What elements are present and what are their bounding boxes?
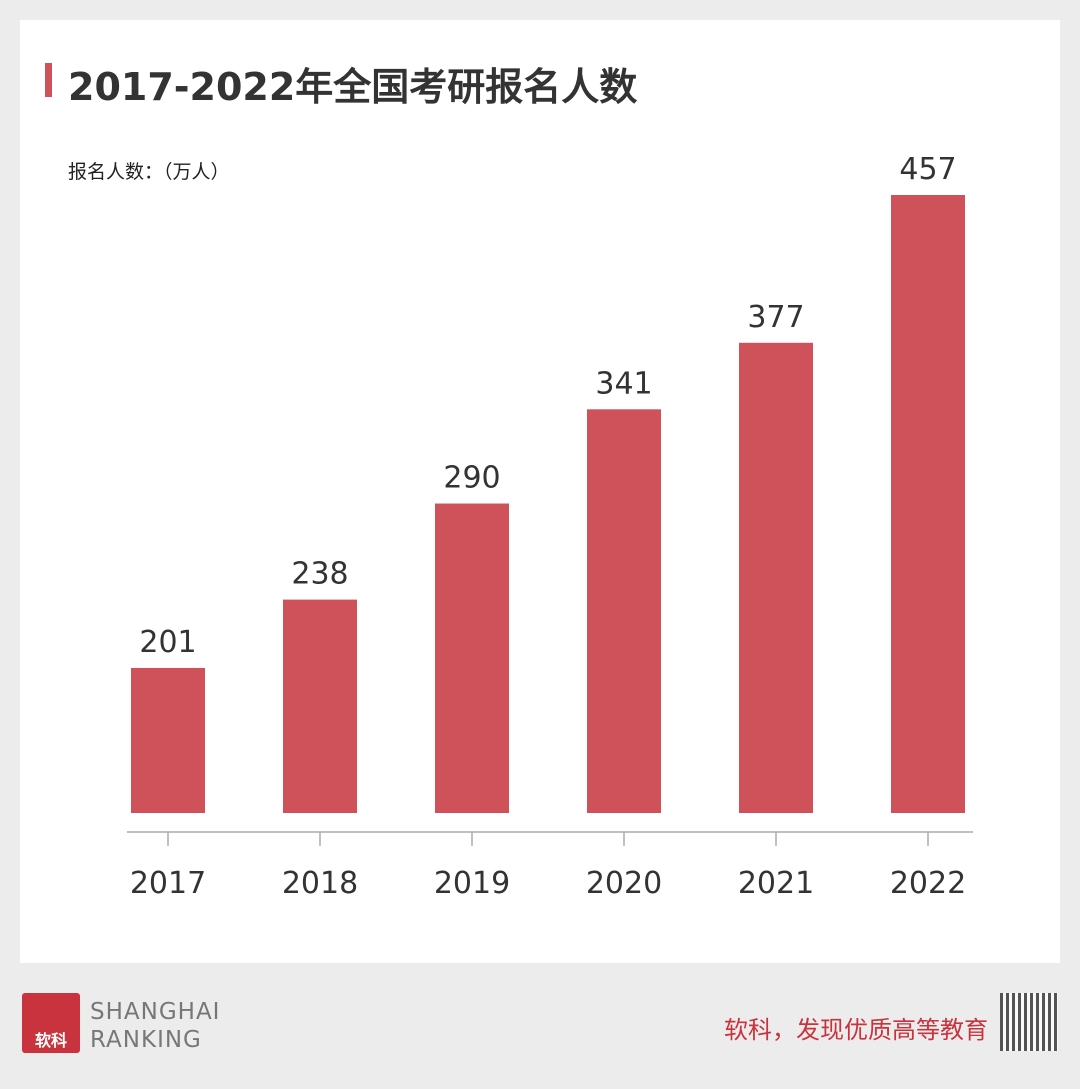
x-tick-label-2018: 2018 <box>282 866 358 901</box>
x-tick-label-2020: 2020 <box>586 866 662 901</box>
brand-line2: RANKING <box>90 1027 202 1053</box>
bar-2017 <box>131 667 205 813</box>
data-label-2020: 341 <box>595 366 652 401</box>
qr-code <box>1000 993 1058 1051</box>
x-tick-label-2019: 2019 <box>434 866 510 901</box>
data-label-2021: 377 <box>747 300 804 335</box>
y-axis-unit-label: 报名人数：（万人） <box>68 161 230 183</box>
data-label-2018: 238 <box>291 557 348 592</box>
brand-line1: SHANGHAI <box>90 999 221 1025</box>
bar-2019 <box>435 503 509 813</box>
bar-2020 <box>587 409 661 813</box>
logo-text: 软科 <box>34 1031 67 1050</box>
data-label-2022: 457 <box>899 152 956 187</box>
x-tick-label-2022: 2022 <box>890 866 966 901</box>
chart-title: 2017-2022年全国考研报名人数 <box>68 65 638 109</box>
data-label-2017: 201 <box>139 625 196 660</box>
bar-2022 <box>891 195 965 813</box>
title-accent-bar <box>45 63 52 97</box>
bar-2018 <box>283 599 357 813</box>
x-tick-label-2021: 2021 <box>738 866 814 901</box>
x-tick-label-2017: 2017 <box>130 866 206 901</box>
shanghai-ranking-logo: 软科 <box>22 993 80 1053</box>
brand-name: SHANGHAI RANKING <box>90 998 220 1054</box>
data-label-2019: 290 <box>443 461 500 496</box>
slogan: 软科，发现优质高等教育 <box>724 1016 988 1044</box>
bar-2021 <box>739 342 813 813</box>
